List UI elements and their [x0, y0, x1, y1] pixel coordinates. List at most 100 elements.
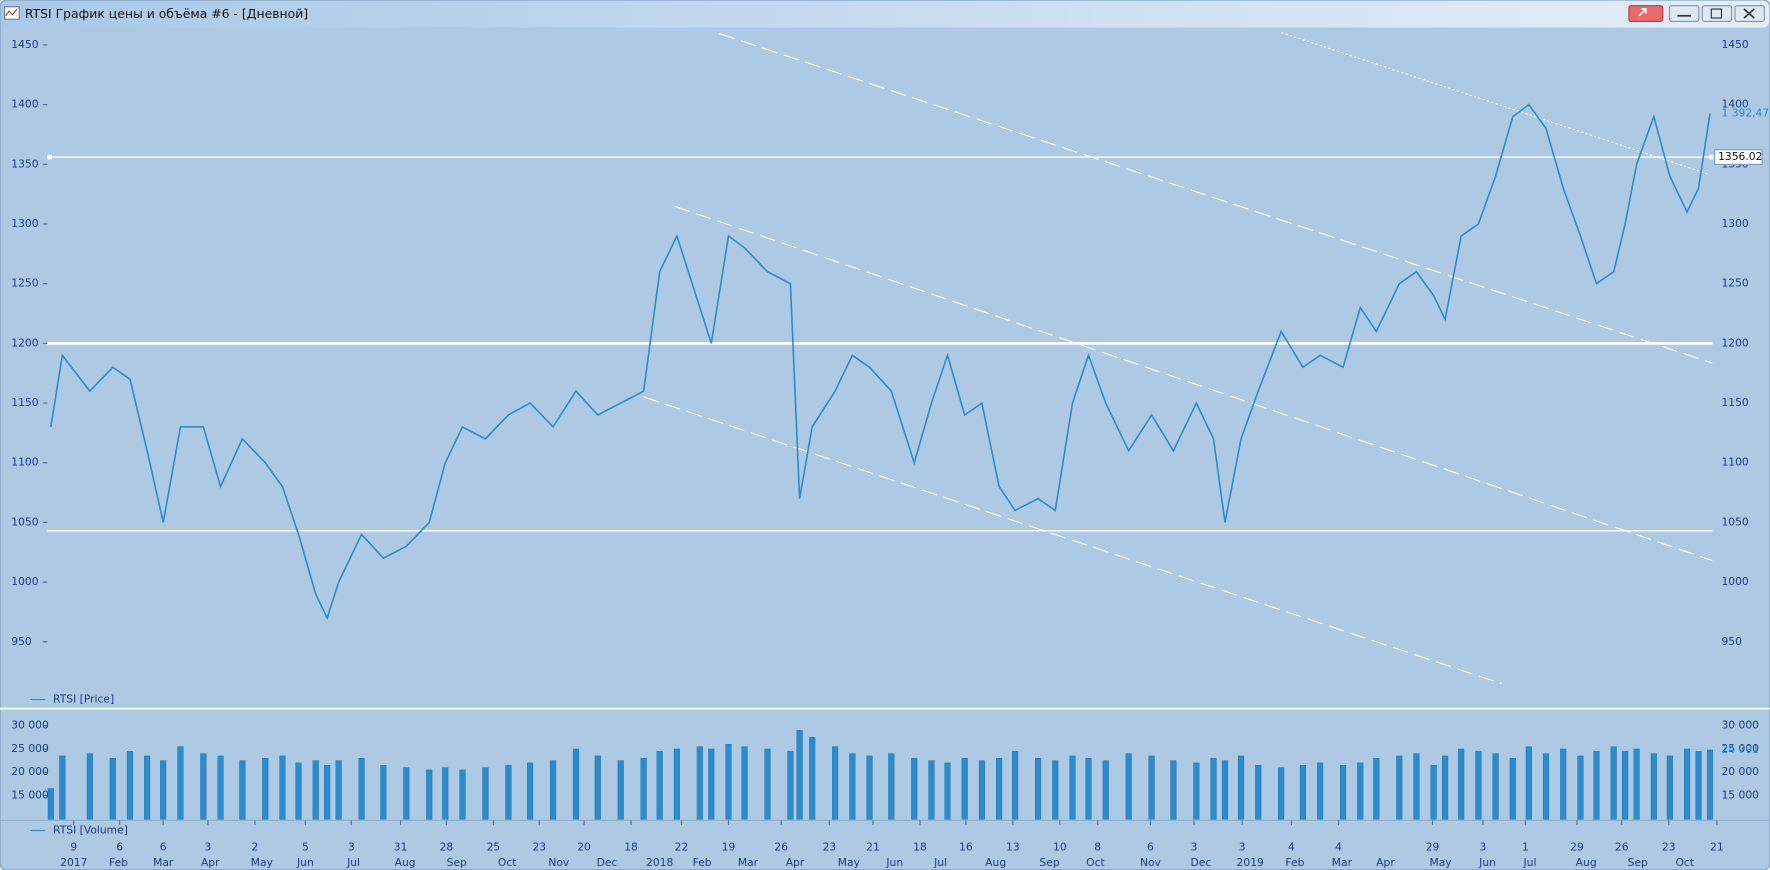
volume-bar: [1492, 753, 1499, 820]
link-button[interactable]: [1628, 5, 1664, 23]
volume-bar: [47, 788, 54, 820]
x-month-label: 2019: [1237, 856, 1264, 869]
trend-line: [643, 396, 1502, 685]
x-day-label: 23: [1662, 840, 1676, 853]
level-label-box: [1714, 149, 1763, 166]
price-line: [50, 103, 1711, 621]
volume-bar: [1299, 765, 1306, 820]
y-tick-label-right: 1000: [1721, 575, 1748, 588]
volume-bar: [866, 755, 873, 820]
volume-bar: [550, 760, 557, 820]
volume-bar: [1170, 760, 1177, 820]
volume-bar: [656, 751, 663, 820]
x-month-label: Oct: [1086, 856, 1105, 869]
y-tick-label-right: 1450: [1721, 38, 1748, 51]
y-tick-label-left: 1000: [11, 575, 38, 588]
x-month-label: Aug: [395, 856, 416, 869]
legend-price: RTSI [Price]: [53, 693, 114, 706]
volume-bar: [1012, 751, 1019, 820]
x-day-label: 9: [70, 840, 77, 853]
x-month-label: May: [251, 856, 274, 869]
y-tick-label-right: 1400: [1721, 98, 1748, 111]
volume-bar: [1525, 746, 1532, 820]
x-day-label: 3: [1191, 840, 1198, 853]
volume-bar: [617, 760, 624, 820]
x-month-label: Mar: [738, 856, 759, 869]
volume-bar: [1458, 748, 1465, 820]
y-tick-label-left: 1450: [11, 38, 38, 51]
x-day-label: 31: [394, 840, 408, 853]
y-tick-label-right: 1150: [1721, 396, 1748, 409]
x-day-label: 23: [532, 840, 546, 853]
x-month-label: Jun: [1478, 856, 1496, 869]
volume-bar: [996, 758, 1003, 820]
volume-bar: [1069, 755, 1076, 820]
x-month-label: Oct: [1675, 856, 1694, 869]
x-day-label: 4: [1335, 840, 1342, 853]
x-month-label: Feb: [1285, 856, 1304, 869]
y-tick-label-left: 25 000: [11, 742, 49, 755]
y-tick-label-right: 25 000: [1721, 742, 1759, 755]
y-tick-label-right: 1100: [1721, 456, 1748, 469]
volume-bar: [978, 760, 985, 820]
x-month-label: Nov: [548, 856, 570, 869]
volume-bar: [403, 767, 410, 820]
volume-bar: [279, 755, 286, 820]
volume-bar: [1148, 755, 1155, 820]
volume-bar: [380, 765, 387, 820]
volume-bar: [1430, 765, 1437, 820]
last-value-label: 1 392,47: [1721, 107, 1769, 120]
minimize-button[interactable]: [1668, 5, 1700, 23]
x-month-label: Jul: [346, 856, 360, 869]
volume-bar: [764, 748, 771, 820]
volume-bar: [1413, 753, 1420, 820]
trend-line: [1280, 31, 1711, 176]
volume-bar: [849, 753, 856, 820]
x-month-label: Feb: [109, 856, 128, 869]
volume-bar: [527, 762, 534, 820]
volume-bar: [911, 758, 918, 820]
volume-bar: [594, 755, 601, 820]
maximize-button[interactable]: [1701, 5, 1733, 23]
y-tick-label-right: 1300: [1721, 217, 1748, 230]
x-day-label: 26: [1615, 840, 1629, 853]
x-month-label: Sep: [447, 856, 467, 869]
x-day-label: 20: [577, 840, 591, 853]
x-month-label: Oct: [498, 856, 517, 869]
x-day-label: 23: [823, 840, 837, 853]
volume-bar: [1340, 765, 1347, 820]
y-tick-label-right: 20 000: [1721, 765, 1759, 778]
y-tick-label-left: 1350: [11, 157, 38, 170]
x-month-label: Apr: [1376, 856, 1395, 869]
y-tick-label-left: 1150: [11, 396, 38, 409]
y-tick-label-right: 950: [1721, 635, 1742, 648]
volume-bar: [832, 746, 839, 820]
volume-bar: [1317, 762, 1324, 820]
volume-bar: [59, 755, 66, 820]
x-day-label: 29: [1570, 840, 1584, 853]
volume-bar: [482, 767, 489, 820]
x-day-label: 3: [205, 840, 212, 853]
level-handle: [47, 154, 52, 160]
x-day-label: 2: [252, 840, 259, 853]
y-tick-label-right: 30 000: [1721, 719, 1759, 732]
x-day-label: 10: [1053, 840, 1067, 853]
volume-bar: [1221, 760, 1229, 820]
volume-bar: [459, 769, 466, 820]
y-tick-label-left: 15 000: [11, 788, 49, 801]
y-tick-label-left: 1250: [11, 277, 38, 290]
volume-bar: [928, 760, 935, 820]
volume-bar: [1633, 748, 1640, 820]
x-month-label: Nov: [1140, 856, 1162, 869]
volume-bar: [1442, 755, 1449, 820]
x-month-label: Mar: [153, 856, 174, 869]
volume-bar: [1210, 758, 1217, 820]
x-month-label: Feb: [693, 856, 712, 869]
y-tick-label-left: 950: [11, 635, 32, 648]
x-day-label: 5: [302, 840, 309, 853]
legend-volume: RTSI [Volume]: [53, 824, 128, 837]
x-month-label: May: [1429, 856, 1452, 869]
y-tick-label-left: 30 000: [11, 719, 49, 732]
y-tick-label-left: 1400: [11, 98, 38, 111]
level-label: 1356.02: [1718, 150, 1762, 163]
